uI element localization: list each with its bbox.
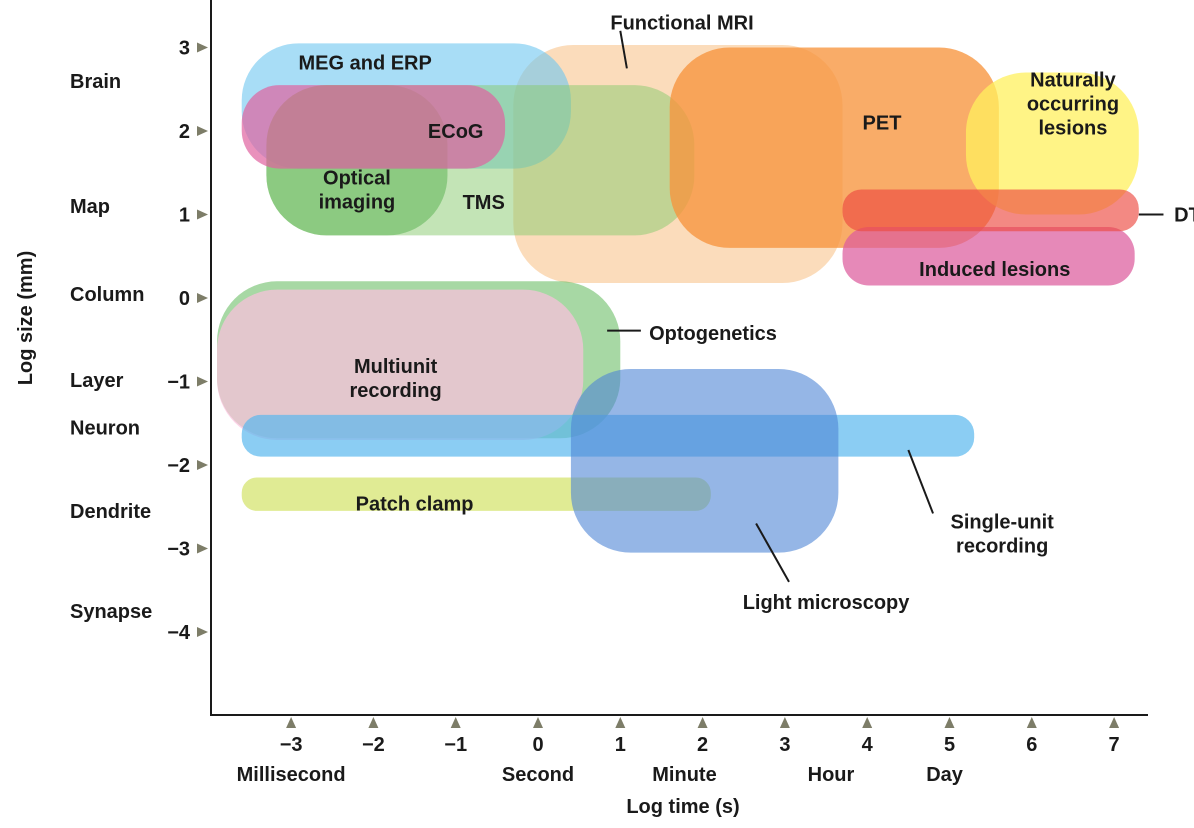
- time-scale-hour: Hour: [808, 764, 855, 786]
- x-tick-label: 4: [862, 734, 874, 756]
- label-induced-lesions: Induced lesions: [919, 259, 1070, 281]
- size-scale-column: Column: [70, 284, 144, 306]
- y-tick-marker: [197, 627, 208, 637]
- x-tick-label: 3: [779, 734, 790, 756]
- size-scale-layer: Layer: [70, 370, 124, 392]
- label-light-microscopy: Light microscopy: [743, 592, 911, 614]
- x-tick-marker: [615, 717, 626, 728]
- x-tick-marker: [450, 717, 461, 728]
- region-labels: Functional MRI MEG and ERP ECoG Optical imag…: [298, 12, 1194, 613]
- size-scale-synapse: Synapse: [70, 601, 152, 623]
- size-scale-dendrite: Dendrite: [70, 501, 151, 523]
- y-tick-marker: [197, 376, 208, 387]
- y-tick-marker: [197, 126, 208, 136]
- label-dti: DTI: [1174, 205, 1194, 227]
- x-tick-label: 5: [944, 734, 955, 756]
- label-pet: PET: [863, 113, 902, 135]
- label-functional-mri: Functional MRI: [610, 12, 753, 34]
- label-multiunit-recording: Multiunit recording: [349, 356, 441, 402]
- y-tick-marker: [197, 543, 208, 554]
- y-tick-label: −4: [167, 622, 191, 644]
- size-scale-brain: Brain: [70, 71, 121, 93]
- y-tick-label: −3: [167, 539, 190, 561]
- label-ecog: ECoG: [428, 121, 484, 143]
- region-dti: [842, 189, 1139, 232]
- x-tick-marker: [862, 717, 873, 728]
- y-tick-label: −1: [167, 372, 190, 394]
- x-tick-marker: [533, 717, 543, 728]
- x-tick-marker: [944, 717, 955, 728]
- label-patch-clamp: Patch clamp: [356, 493, 474, 515]
- x-tick-label: −2: [362, 734, 385, 756]
- y-axis-title: Log size (mm): [15, 251, 37, 385]
- y-tick-marker: [197, 42, 208, 53]
- y-tick-label: 1: [179, 205, 190, 227]
- x-tick-label: 7: [1109, 734, 1120, 756]
- region-naturally-occurring-lesions: [965, 72, 1139, 215]
- y-tick-marker: [197, 293, 208, 303]
- x-tick-marker: [368, 717, 379, 728]
- leader-line-light-microscopy: [755, 522, 790, 583]
- y-tick-marker: [197, 460, 208, 470]
- region-multiunit-recording: [217, 289, 584, 440]
- label-naturally-occurring-lesions: Naturally occurring lesions: [1027, 69, 1119, 139]
- x-axis-title: Log time (s): [626, 796, 739, 818]
- region-light-microscopy: [570, 368, 839, 553]
- y-tick-label: 0: [179, 288, 190, 310]
- x-tick-label: −3: [280, 734, 303, 756]
- label-optogenetics: Optogenetics: [649, 323, 777, 345]
- time-scale-second: Second: [502, 764, 574, 786]
- label-meg-and-erp: MEG and ERP: [298, 53, 431, 75]
- y-tick-label: −2: [167, 455, 190, 477]
- x-tick-label: 1: [615, 734, 626, 756]
- y-tick-marker: [197, 209, 208, 220]
- method-regions: [217, 43, 1139, 553]
- axes: [210, 0, 1148, 716]
- time-scale-day: Day: [926, 764, 964, 786]
- x-tick-label: 6: [1026, 734, 1037, 756]
- x-tick-marker: [1026, 717, 1037, 728]
- y-tick-label: 2: [179, 121, 190, 143]
- x-tick-label: 2: [697, 734, 708, 756]
- x-tick-marker: [697, 717, 708, 728]
- leader-line-functional-mri: [619, 30, 628, 69]
- region-induced-lesions: [842, 227, 1135, 286]
- y-tick-label: 3: [179, 38, 190, 60]
- leader-line-single-unit-recording: [907, 449, 934, 514]
- x-tick-marker: [286, 717, 297, 728]
- time-scale-minute: Minute: [652, 764, 716, 786]
- x-tick-marker: [1109, 717, 1120, 728]
- region-ecog: [241, 85, 506, 169]
- x-tick-marker: [779, 717, 790, 728]
- x-tick-label: −1: [444, 734, 467, 756]
- size-scale-map: Map: [70, 196, 110, 218]
- axis-ticks: 3 2 1 0 −1 −2 −3 −4 −3 −2 −1 0 1 2 3 4 5 6 7 Millisecond Sec…: [70, 38, 1120, 787]
- label-tms: TMS: [463, 192, 505, 214]
- time-scale-millisecond: Millisecond: [237, 764, 346, 786]
- x-tick-label: 0: [532, 734, 543, 756]
- label-optical-imaging: Optical imaging: [319, 167, 396, 213]
- label-single-unit-recording: Single-unit recording: [951, 511, 1055, 557]
- size-scale-neuron: Neuron: [70, 417, 140, 439]
